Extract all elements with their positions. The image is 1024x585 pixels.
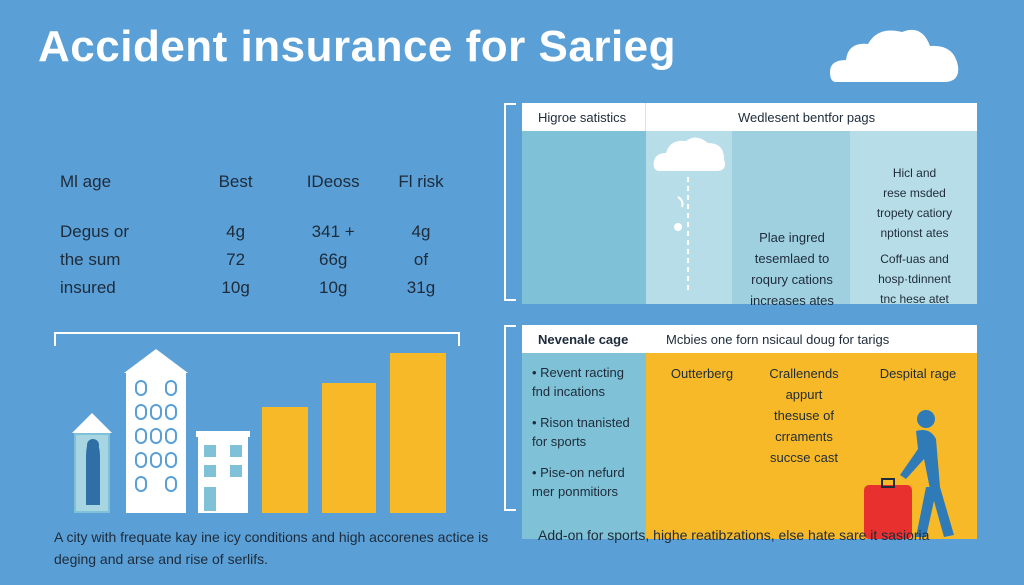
coverage-panel: Nevenale cage Mcbies one forn nsicaul do… [522,325,977,539]
panel-header: Higroe satistics Wedlesent bentfor pags [522,103,977,131]
column-header: Ml age [60,172,112,191]
list-item: • Revent racting fnd incations [532,365,624,399]
panel-text-right-a: Hicl and rese msded tropety catiory npti… [876,166,953,240]
panel-text-middle: Plae ingred tesemlaed to roqury cations … [750,230,834,308]
column-header: Best [218,172,253,191]
table-cell: 4g [226,222,246,241]
table-cell: 4g [411,222,431,241]
page-title: Accident insurance for Sarieg [38,22,677,71]
bar [390,353,446,513]
table-cell: the sum [60,250,121,269]
table-row: insured 10g 10g 31g [60,274,460,302]
statistics-panel: Higroe satistics Wedlesent bentfor pags … [522,103,977,308]
table-cell: Degus or [60,222,129,241]
table-cell: of [413,250,429,269]
panel-header-right: Wedlesent bentfor pags [738,109,876,125]
panel-body: Plae ingred tesemlaed to roqury cations … [522,131,977,308]
panel-header-left: Nevenale cage [538,331,629,347]
house-icon [72,413,112,513]
panel-brace [504,325,516,511]
coverage-column: Outterberg [670,366,734,381]
column-header: IDeoss [306,172,360,191]
panel-body: • Revent racting fnd incations • Rison t… [522,353,977,539]
city-illustration [72,349,446,513]
shop-icon [196,431,250,513]
coverage-column: Crallenends appurt thesuse of crraments … [769,366,839,465]
table-cell: 10g [221,278,250,297]
table-row: the sum 72 66g of [60,246,460,274]
table-cell: 341 + [311,222,355,241]
panel-text-right-b: Coff-uas and hosp·tdinnent tnc hese atet [878,252,951,306]
building-icon [124,349,188,513]
list-item: • Pise-on nefurd mer ponmitiors [532,465,625,499]
panel-header-right: Mcbies one forn nsicaul doug for tarigs [666,331,890,347]
panel-header: Nevenale cage Mcbies one forn nsicaul do… [522,325,977,353]
section-bracket [54,332,460,346]
table-cell: 66g [318,250,348,269]
panel-brace [504,103,516,301]
caption-right: Add-on for sports, highe reatibzations, … [538,527,930,543]
table-row: Degus or 4g 341 + 4g [60,218,460,246]
weather-cloud-icon [653,137,725,293]
caption-left: A city with frequate kay ine icy conditi… [54,529,489,567]
column-header: Fl risk [398,172,444,191]
table-header-row: Ml age Best IDeoss Fl risk [60,168,460,196]
traveler-icon [864,410,954,539]
statistics-table: Ml age Best IDeoss Fl risk Degus or 4g 3… [60,168,460,302]
bar [322,383,376,513]
panel-header-left: Higroe satistics [522,103,646,131]
table-cell: insured [60,278,116,297]
bar [262,407,308,513]
cloud-icon [830,29,959,82]
table-cell: 10g [318,278,348,297]
table-cell: 72 [226,250,246,269]
list-item: • Rison tnanisted for sports [532,415,630,449]
coverage-column: Despital rage [879,366,957,381]
table-cell: 31g [406,278,436,297]
